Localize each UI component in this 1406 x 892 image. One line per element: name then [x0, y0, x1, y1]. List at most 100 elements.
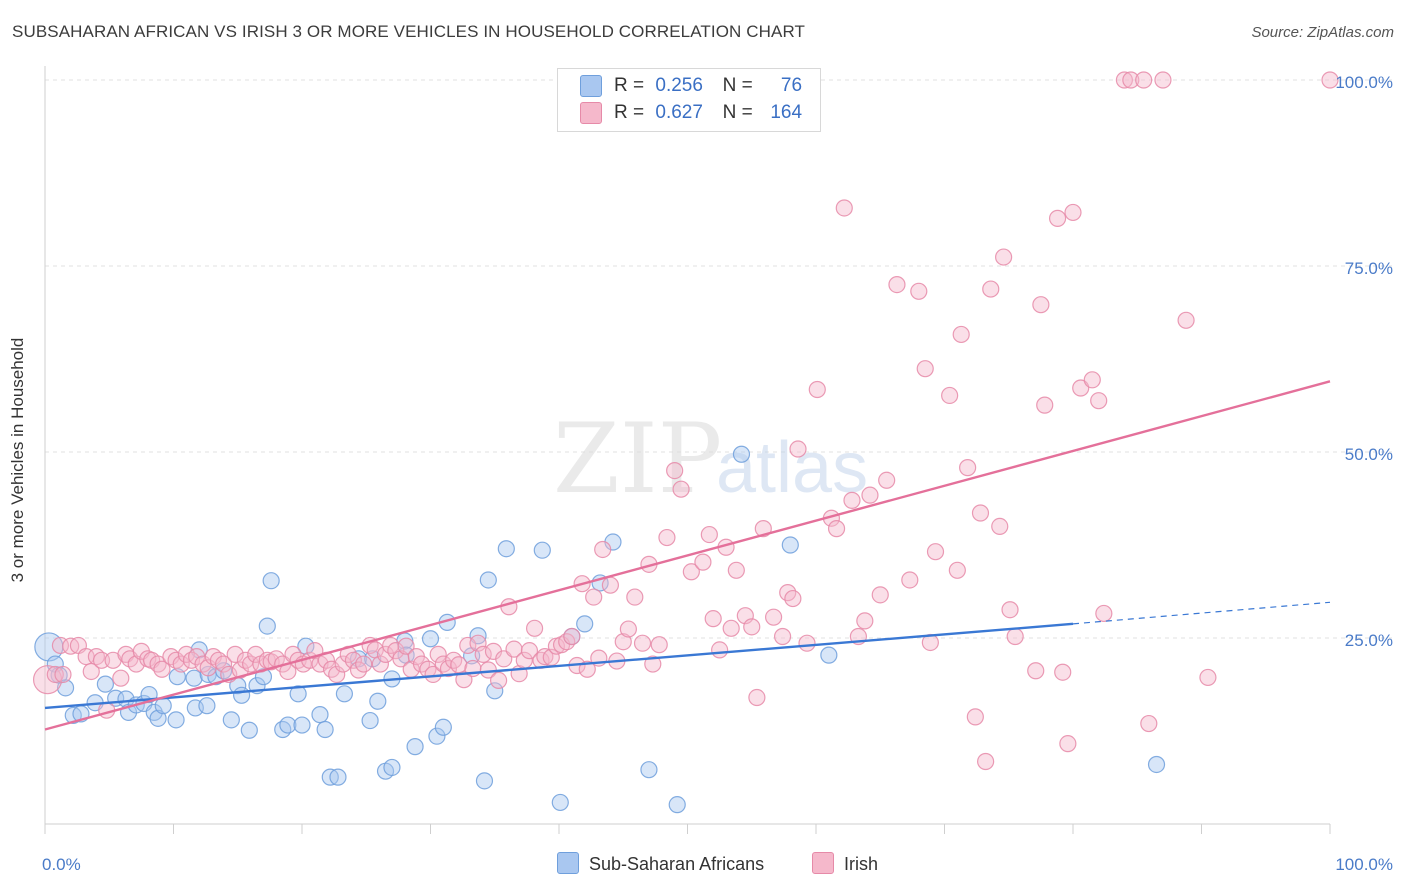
- irish-point: [672, 480, 690, 498]
- subsaharan-point: [640, 761, 658, 779]
- irish-point: [1054, 663, 1072, 681]
- legend-swatch-subsaharan: [580, 75, 602, 97]
- irish-point: [784, 589, 802, 608]
- irish-point: [843, 491, 861, 509]
- subsaharan-point: [497, 540, 515, 558]
- irish-point: [1032, 296, 1050, 314]
- subsaharan-point: [222, 711, 240, 729]
- irish-point: [808, 380, 826, 399]
- trend-lines: [44, 380, 1331, 731]
- irish-point: [601, 576, 620, 594]
- irish-point: [644, 655, 662, 673]
- irish-point: [112, 669, 130, 687]
- irish-point: [916, 360, 934, 378]
- legend-r-value: 0.627: [655, 102, 703, 124]
- irish-point: [578, 660, 596, 678]
- irish-point: [558, 633, 576, 651]
- subsaharan-point: [421, 630, 440, 648]
- irish-point: [1122, 71, 1140, 89]
- gridlines: [45, 79, 1392, 639]
- irish-point: [1048, 209, 1067, 227]
- irish-point: [387, 642, 405, 660]
- irish-point: [1199, 668, 1217, 687]
- irish-point: [614, 633, 632, 651]
- subsaharan-point: [254, 668, 273, 686]
- legend-n-label: N =: [722, 102, 753, 124]
- irish-point: [520, 642, 539, 660]
- legend-item-subsaharan[interactable]: Sub-Saharan Africans: [557, 852, 764, 876]
- subsaharan-point: [781, 536, 799, 554]
- irish-point: [455, 671, 473, 689]
- legend-swatch-irish: [812, 852, 834, 874]
- legend-n-label: N =: [722, 75, 753, 97]
- irish-point: [1115, 71, 1134, 89]
- watermark: ZIP atlas: [553, 403, 868, 515]
- legend-item-irish[interactable]: Irish: [812, 852, 878, 876]
- irish-point: [439, 659, 458, 678]
- subsaharan-point: [56, 679, 75, 697]
- subsaharan-trend-extension: [1072, 601, 1331, 625]
- irish-point: [328, 665, 346, 684]
- x-tick-label: 0.0%: [42, 855, 81, 874]
- irish-point: [871, 586, 889, 604]
- subsaharan-point: [820, 646, 838, 664]
- subsaharan-point: [149, 709, 167, 727]
- irish-point: [536, 647, 554, 666]
- irish-trend-line: [44, 380, 1331, 731]
- legend-row-irish: R = 0.627 N = 164: [580, 102, 802, 126]
- y-tick-label: 25.0%: [1345, 631, 1393, 650]
- legend-r-value: 0.256: [655, 75, 703, 97]
- irish-point: [658, 528, 676, 547]
- irish-point: [1006, 627, 1024, 646]
- irish-point: [371, 655, 389, 673]
- irish-point: [1321, 71, 1339, 89]
- legend-label-irish: Irish: [844, 854, 879, 874]
- y-axis-label: 3 or more Vehicles in Household: [8, 337, 27, 583]
- subsaharan-point: [732, 445, 751, 463]
- subsaharan-point: [262, 572, 280, 590]
- subsaharan-point: [1147, 755, 1166, 774]
- subsaharan-point: [198, 697, 216, 715]
- irish-point: [1083, 371, 1101, 389]
- irish-point: [888, 276, 906, 294]
- series-irish-points: [32, 71, 1339, 771]
- subsaharan-point: [486, 682, 504, 700]
- subsaharan-point: [297, 637, 315, 655]
- irish-point: [995, 248, 1013, 266]
- irish-point: [1095, 604, 1113, 623]
- series-subsaharan-points: [34, 445, 1166, 814]
- subsaharan-point: [279, 716, 297, 734]
- subsaharan-point: [428, 727, 446, 745]
- y-tick-label: 75.0%: [1345, 259, 1393, 278]
- subsaharan-point: [383, 758, 401, 777]
- subsaharan-point: [289, 685, 307, 703]
- irish-point: [429, 645, 447, 663]
- irish-point: [469, 634, 487, 652]
- irish-point: [798, 634, 816, 652]
- irish-point: [172, 655, 190, 673]
- subsaharan-point: [361, 711, 379, 730]
- irish-point: [1036, 396, 1054, 414]
- subsaharan-point: [96, 675, 114, 693]
- irish-point: [231, 661, 249, 679]
- irish-point: [982, 280, 1000, 298]
- subsaharan-point: [576, 615, 594, 633]
- irish-point: [878, 471, 896, 489]
- subsaharan-point: [475, 772, 494, 790]
- irish-point: [215, 655, 233, 673]
- irish-point: [1154, 71, 1172, 89]
- subsaharan-point: [335, 685, 354, 703]
- irish-point: [1027, 662, 1045, 680]
- subsaharan-point: [369, 692, 387, 710]
- irish-point: [1177, 311, 1195, 329]
- irish-point: [861, 486, 879, 504]
- irish-point: [459, 636, 477, 655]
- irish-point: [1140, 714, 1158, 733]
- irish-point: [344, 651, 362, 669]
- irish-point: [397, 637, 415, 655]
- irish-point: [594, 540, 612, 559]
- y-tick-label: 50.0%: [1345, 445, 1393, 464]
- irish-point: [1001, 601, 1019, 619]
- legend-row-subsaharan: R = 0.256 N = 76: [580, 75, 802, 99]
- irish-point: [901, 571, 919, 589]
